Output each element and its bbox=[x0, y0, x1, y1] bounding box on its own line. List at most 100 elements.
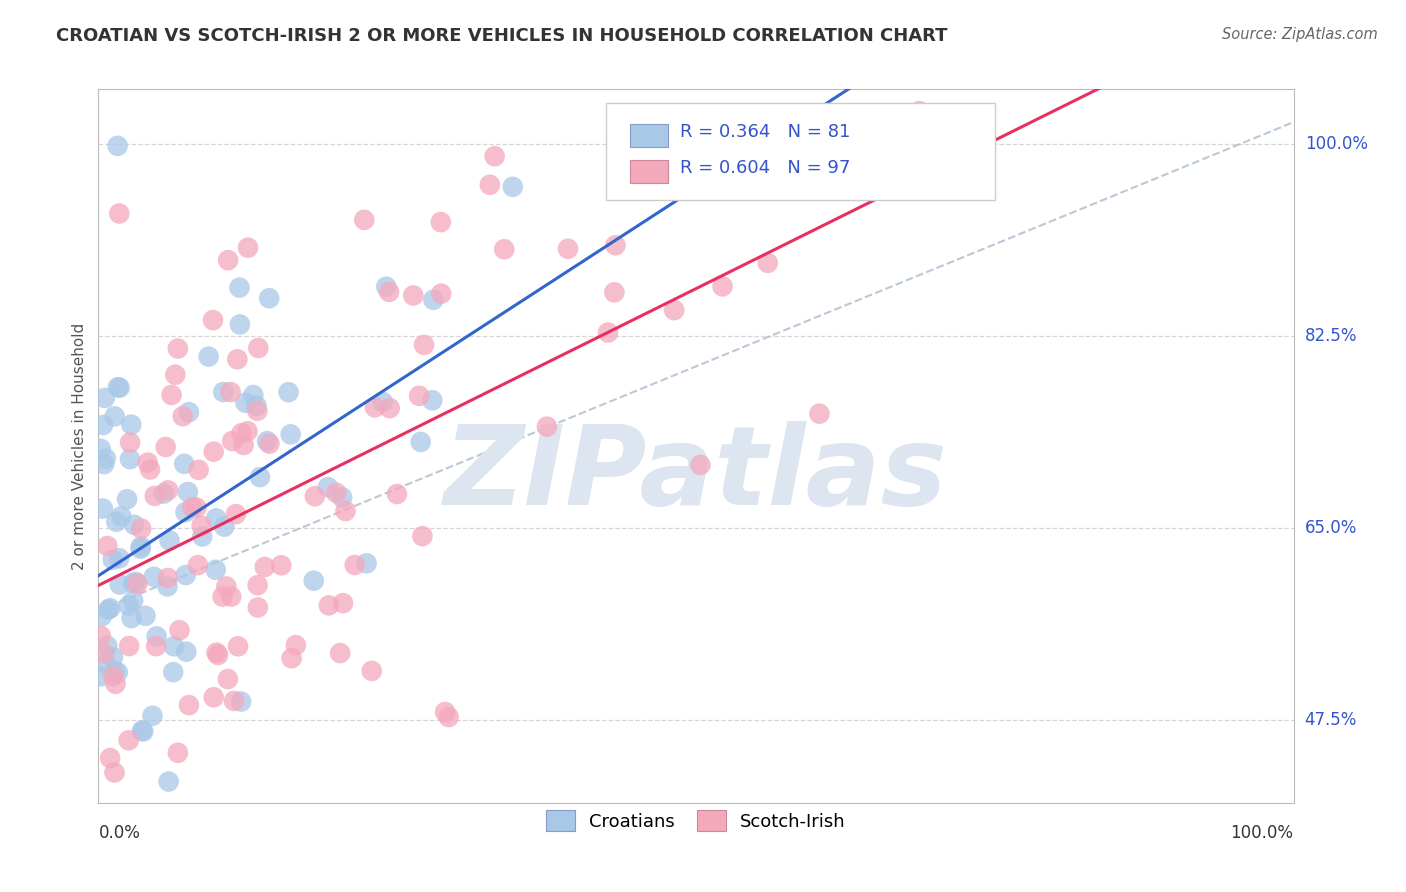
Text: 47.5%: 47.5% bbox=[1305, 712, 1357, 730]
Point bbox=[437, 710, 460, 724]
Point bbox=[205, 511, 228, 525]
Point bbox=[434, 705, 457, 719]
Point bbox=[104, 409, 127, 424]
Point bbox=[156, 579, 179, 593]
Point bbox=[302, 574, 325, 588]
Text: 82.5%: 82.5% bbox=[1305, 327, 1357, 345]
Point bbox=[219, 590, 242, 604]
Point bbox=[107, 380, 129, 394]
Point bbox=[125, 574, 148, 589]
Point bbox=[356, 557, 378, 571]
Point bbox=[316, 480, 339, 494]
Point bbox=[131, 723, 153, 738]
Point bbox=[231, 426, 253, 441]
Point bbox=[157, 483, 180, 498]
Point bbox=[270, 558, 292, 573]
Text: CROATIAN VS SCOTCH-IRISH 2 OR MORE VEHICLES IN HOUSEHOLD CORRELATION CHART: CROATIAN VS SCOTCH-IRISH 2 OR MORE VEHIC… bbox=[56, 27, 948, 45]
Text: 65.0%: 65.0% bbox=[1305, 519, 1357, 537]
Point bbox=[177, 698, 200, 712]
Point bbox=[332, 596, 354, 610]
Point bbox=[229, 694, 252, 708]
Point bbox=[226, 640, 249, 654]
Point bbox=[277, 385, 299, 400]
Point bbox=[90, 442, 112, 456]
Point bbox=[207, 648, 229, 662]
Point bbox=[101, 669, 124, 683]
Point bbox=[329, 646, 352, 660]
Point bbox=[90, 609, 112, 624]
Point bbox=[118, 452, 141, 467]
Point bbox=[118, 599, 141, 613]
Point bbox=[536, 419, 558, 434]
Point bbox=[156, 571, 179, 585]
Point bbox=[280, 427, 302, 442]
Point bbox=[172, 409, 194, 424]
Point bbox=[157, 774, 180, 789]
Point bbox=[502, 179, 524, 194]
Point bbox=[163, 640, 186, 654]
Point bbox=[402, 288, 425, 302]
Point bbox=[187, 463, 209, 477]
Point bbox=[120, 417, 142, 432]
Point bbox=[204, 563, 226, 577]
Point bbox=[91, 417, 114, 432]
Point bbox=[596, 326, 619, 340]
Point bbox=[284, 638, 307, 652]
Point bbox=[222, 694, 245, 708]
Point bbox=[132, 724, 155, 739]
Point bbox=[318, 599, 340, 613]
Point bbox=[129, 522, 152, 536]
Point bbox=[97, 602, 120, 616]
Point bbox=[93, 457, 115, 471]
Point bbox=[364, 401, 387, 415]
Point bbox=[249, 470, 271, 484]
Point bbox=[98, 601, 121, 615]
Point bbox=[177, 405, 200, 419]
Point bbox=[129, 541, 152, 556]
Point bbox=[202, 690, 225, 705]
Point bbox=[162, 665, 184, 680]
Point bbox=[174, 645, 197, 659]
Point bbox=[167, 746, 190, 760]
Legend: Croatians, Scotch-Irish: Croatians, Scotch-Irish bbox=[537, 801, 855, 840]
Point bbox=[259, 436, 281, 450]
FancyBboxPatch shape bbox=[630, 160, 668, 183]
Point bbox=[228, 280, 250, 294]
Point bbox=[756, 256, 779, 270]
Point bbox=[205, 646, 228, 660]
Point bbox=[484, 149, 506, 163]
FancyBboxPatch shape bbox=[630, 124, 668, 147]
Point bbox=[217, 672, 239, 686]
Point bbox=[711, 279, 734, 293]
Point bbox=[141, 708, 163, 723]
Text: 0.0%: 0.0% bbox=[98, 824, 141, 842]
Point bbox=[226, 352, 249, 367]
Point bbox=[134, 608, 156, 623]
Point bbox=[375, 279, 398, 293]
Point bbox=[94, 451, 117, 466]
Point bbox=[408, 389, 430, 403]
Point bbox=[155, 440, 177, 454]
Point bbox=[166, 342, 188, 356]
Point bbox=[177, 485, 200, 500]
Point bbox=[108, 206, 131, 220]
Point bbox=[173, 457, 195, 471]
Point bbox=[229, 318, 252, 332]
Point bbox=[120, 435, 142, 450]
Point bbox=[105, 515, 128, 529]
Text: R = 0.604   N = 97: R = 0.604 N = 97 bbox=[681, 159, 851, 177]
Point bbox=[422, 393, 444, 408]
Point bbox=[98, 751, 121, 765]
Point bbox=[174, 505, 197, 519]
Point bbox=[127, 576, 149, 591]
Point bbox=[142, 570, 165, 584]
Point bbox=[246, 578, 269, 592]
Point bbox=[96, 639, 118, 653]
Point bbox=[186, 500, 208, 515]
Point bbox=[330, 491, 353, 505]
Point bbox=[108, 551, 131, 566]
Point bbox=[236, 424, 259, 438]
Point bbox=[107, 138, 129, 153]
Point bbox=[246, 404, 269, 418]
Point bbox=[325, 485, 347, 500]
